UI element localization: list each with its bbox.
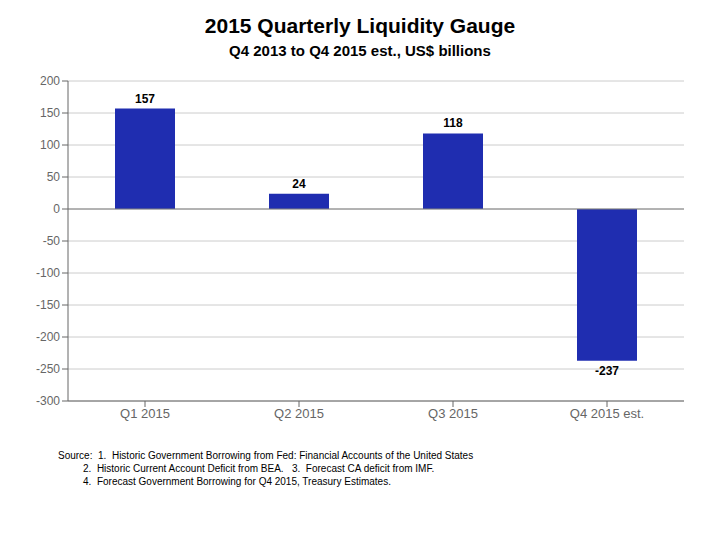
- svg-text:157: 157: [135, 92, 155, 106]
- html-text:2. Historic Current Account De: 2. Historic Current Account Deficit from…: [58, 463, 435, 474]
- svg-text:Q4 2015 est.: Q4 2015 est.: [570, 406, 644, 421]
- svg-text:Q3 2015: Q3 2015: [428, 406, 478, 421]
- svg-text:-50: -50: [43, 234, 61, 248]
- svg-text:-300: -300: [36, 394, 60, 408]
- html-text:Q4 2013 to Q4 2015 est., US$ b: Q4 2013 to Q4 2015 est., US$ billions: [229, 42, 491, 59]
- svg-text:0: 0: [53, 202, 60, 216]
- svg-text:-150: -150: [36, 298, 60, 312]
- svg-text:-237: -237: [595, 364, 619, 378]
- svg-text:150: 150: [40, 106, 60, 120]
- svg-text:Q1 2015: Q1 2015: [120, 406, 170, 421]
- svg-text:24: 24: [292, 177, 306, 191]
- svg-text:118: 118: [443, 116, 463, 130]
- svg-text:-200: -200: [36, 330, 60, 344]
- svg-text:200: 200: [40, 74, 60, 88]
- svg-text:-250: -250: [36, 362, 60, 376]
- html-text:4. Forecast Government Borrowi: 4. Forecast Government Borrowing for Q4 …: [58, 476, 391, 487]
- svg-text:Q2 2015: Q2 2015: [274, 406, 324, 421]
- html-text:Source: 1. Historic Government: Source: 1. Historic Government Borrowing…: [58, 450, 474, 461]
- svg-text:100: 100: [40, 138, 60, 152]
- html-text:2015 Quarterly Liquidity Gauge: 2015 Quarterly Liquidity Gauge: [204, 14, 516, 37]
- svg-text:-100: -100: [36, 266, 60, 280]
- svg-text:50: 50: [47, 170, 61, 184]
